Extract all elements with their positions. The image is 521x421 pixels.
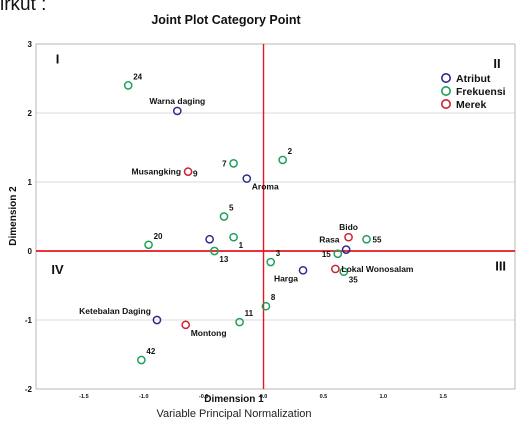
point-frekuensi xyxy=(266,257,276,267)
x-tick-label: -1.0 xyxy=(139,394,148,400)
legend-label: Merek xyxy=(456,99,487,111)
point-atribut xyxy=(242,174,252,183)
point-frekuensi xyxy=(229,232,238,242)
legend-marker xyxy=(440,99,451,110)
x-tick-label: 1.5 xyxy=(439,394,447,400)
point-label: 7 xyxy=(222,159,227,168)
point-label: 3 xyxy=(276,249,281,258)
point-frekuensi xyxy=(210,246,219,256)
x-tick-label: -1.5 xyxy=(79,394,88,400)
legend-label: Atribut xyxy=(456,73,491,85)
point-merek xyxy=(331,264,340,274)
point-label: 24 xyxy=(133,72,142,81)
point-label: Montong xyxy=(191,328,227,338)
x-tick-label: 0.5 xyxy=(320,394,328,400)
quadrant-label: IV xyxy=(51,262,64,277)
point-frekuensi xyxy=(137,355,146,365)
point-label: Musangking xyxy=(131,167,181,177)
quadrant-label: II xyxy=(493,56,500,71)
point-atribut xyxy=(341,245,351,254)
point-label: 35 xyxy=(349,276,358,285)
legend-marker xyxy=(440,73,451,84)
point-frekuensi xyxy=(144,240,153,250)
point-atribut xyxy=(152,315,162,325)
point-frekuensi xyxy=(261,301,271,311)
point-label: 2 xyxy=(288,147,293,156)
y-axis-label: Dimension 2 xyxy=(8,186,19,246)
point-label: Harga xyxy=(274,273,298,283)
point-label: Warna daging xyxy=(149,96,205,106)
point-frekuensi xyxy=(339,267,349,277)
legend-marker xyxy=(440,86,451,97)
y-tick-label: -1 xyxy=(25,316,33,325)
point-label: Ketebalan Daging xyxy=(79,306,151,316)
point-label: 11 xyxy=(245,309,254,318)
y-tick-label: -2 xyxy=(25,385,33,394)
point-merek xyxy=(183,167,193,176)
point-atribut xyxy=(298,265,308,275)
annotations: 9 Rasa xyxy=(193,168,340,244)
point-frekuensi xyxy=(333,249,343,259)
point-frekuensi xyxy=(235,317,244,327)
point-label: 20 xyxy=(154,232,163,241)
point-label: Aroma xyxy=(252,182,279,192)
x-tick-label: -0.5 xyxy=(199,394,208,400)
quadrant-label: III xyxy=(495,258,506,273)
y-tick-label: 0 xyxy=(28,247,33,256)
point-label: 13 xyxy=(219,255,228,264)
point-frekuensi xyxy=(123,81,133,90)
x-axis-label: Dimension 1 xyxy=(204,394,264,405)
point-frekuensi xyxy=(278,155,288,165)
point-atribut xyxy=(205,234,214,244)
point-label: 1 xyxy=(239,241,244,250)
point-label: Lokal Wonosalam xyxy=(341,264,414,274)
annotation-label: Rasa xyxy=(319,235,340,245)
point-frekuensi xyxy=(362,234,371,244)
point-label: 5 xyxy=(229,204,234,213)
x-tick-label: 1.0 xyxy=(379,394,387,400)
point-merek xyxy=(181,320,191,330)
y-gridlines xyxy=(36,43,515,390)
point-label: 42 xyxy=(146,347,155,356)
caption-fragment: irkut : xyxy=(0,0,47,15)
point-merek xyxy=(344,232,353,242)
reference-lines xyxy=(36,44,515,389)
point-label: Bido xyxy=(339,222,358,232)
point-atribut xyxy=(172,106,182,116)
point-label: 15 xyxy=(322,250,331,259)
plot-frame xyxy=(35,43,516,390)
y-tick-label: 3 xyxy=(28,40,33,49)
legend-label: Frekuensi xyxy=(456,86,506,98)
point-label: 55 xyxy=(373,235,382,244)
point-frekuensi xyxy=(229,159,238,168)
footer-note: Variable Principal Normalization xyxy=(156,408,311,420)
point-frekuensi xyxy=(219,212,229,221)
quadrant-label: I xyxy=(56,51,60,66)
y-tick-label: 1 xyxy=(28,178,33,187)
annotation-label: 9 xyxy=(193,168,198,178)
axis-ticks: 3 2 1 0 -1 -2 -1.5 -1.0 -0.5 0.0 0.5 1.0 1.5 xyxy=(25,40,447,400)
chart-title: Joint Plot Category Point xyxy=(151,13,301,27)
x-tick-label: 0.0 xyxy=(260,394,268,400)
point-label: 8 xyxy=(271,293,276,302)
y-tick-label: 2 xyxy=(28,109,33,118)
